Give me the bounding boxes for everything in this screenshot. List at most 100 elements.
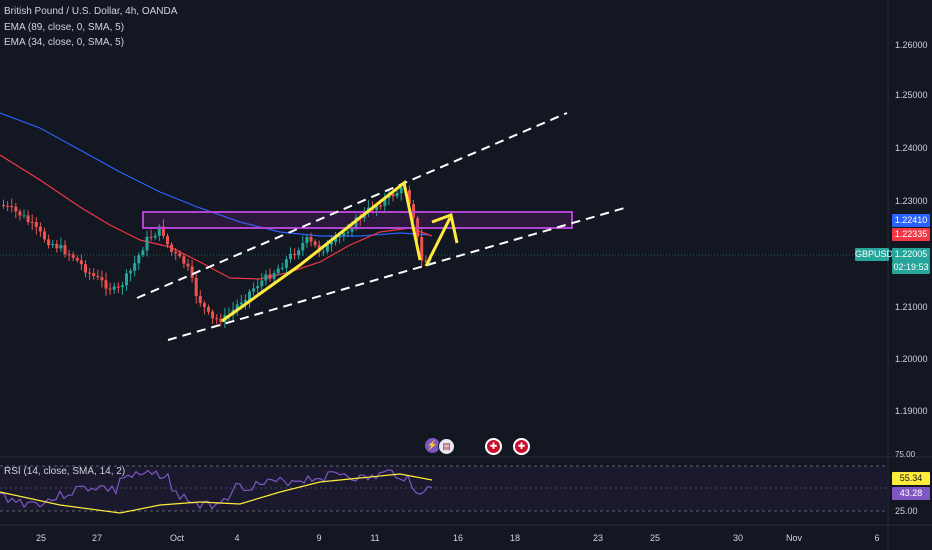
price-label: 1.19000 bbox=[895, 406, 928, 416]
candle-body bbox=[264, 274, 268, 281]
rsi-legend[interactable]: RSI (14, close, SMA, 14, 2) bbox=[4, 466, 126, 477]
time-label: 27 bbox=[91, 533, 103, 543]
candle-body bbox=[424, 260, 428, 262]
price-path-drawing[interactable] bbox=[221, 180, 422, 323]
price-label: 1.23000 bbox=[895, 196, 928, 206]
candle-body bbox=[202, 303, 206, 308]
candle-body bbox=[129, 270, 133, 274]
candle-body bbox=[243, 300, 247, 303]
candle-body bbox=[268, 274, 272, 279]
candle-countdown-tag: 02:19:53 bbox=[892, 261, 930, 274]
candle-body bbox=[383, 198, 387, 206]
candle-body bbox=[166, 235, 169, 245]
rsi-value-tag: 43.28 bbox=[892, 487, 930, 500]
uk-flag-icon[interactable]: ✚ bbox=[513, 438, 530, 455]
us-flag-icon[interactable]: ▤ bbox=[438, 438, 455, 455]
channel-lower-trendline[interactable] bbox=[167, 206, 629, 341]
price-label: 1.21000 bbox=[895, 302, 928, 312]
channel-upper-trendline[interactable] bbox=[136, 112, 568, 299]
time-label: 4 bbox=[234, 533, 240, 543]
price-label: 1.20000 bbox=[895, 354, 928, 364]
candle-body bbox=[219, 318, 223, 323]
candle-body bbox=[260, 280, 264, 287]
candle-body bbox=[88, 272, 92, 274]
candle-body bbox=[174, 251, 178, 254]
candle-body bbox=[18, 211, 22, 216]
candle-body bbox=[38, 226, 42, 232]
candle-body bbox=[297, 250, 301, 256]
candle-body bbox=[194, 277, 198, 297]
rsi-band bbox=[0, 466, 888, 511]
rsi-axis-label: 25.00 bbox=[895, 506, 918, 516]
candle-body bbox=[79, 260, 83, 265]
candle-body bbox=[346, 231, 350, 233]
lightning-icon[interactable]: ⚡ bbox=[425, 438, 440, 453]
candle-body bbox=[149, 236, 153, 238]
candle-body bbox=[92, 273, 96, 277]
price-tag-upper: 1.22410 bbox=[892, 214, 930, 227]
candle-body bbox=[170, 244, 174, 252]
candle-body bbox=[256, 286, 260, 289]
candle-body bbox=[321, 251, 325, 253]
ema-89-legend[interactable]: EMA (89, close, 0, SMA, 5) bbox=[4, 22, 125, 33]
candle-body bbox=[112, 286, 116, 290]
time-label: Nov bbox=[785, 533, 803, 543]
time-label: 23 bbox=[592, 533, 604, 543]
candle-body bbox=[137, 255, 141, 264]
candle-body bbox=[235, 304, 239, 310]
candle-body bbox=[391, 193, 395, 197]
price-label: 1.24000 bbox=[895, 143, 928, 153]
candle-body bbox=[84, 264, 87, 273]
candle-body bbox=[116, 286, 120, 288]
candle-body bbox=[239, 302, 243, 305]
uk-flag-icon[interactable]: ✚ bbox=[485, 438, 502, 455]
ema-34-legend[interactable]: EMA (34, close, 0, SMA, 5) bbox=[4, 37, 125, 48]
candle-body bbox=[309, 236, 313, 242]
candle-body bbox=[51, 244, 55, 246]
chart-title[interactable]: British Pound / U.S. Dollar, 4h, OANDA bbox=[4, 6, 178, 17]
candlesticks bbox=[2, 179, 432, 328]
candle-body bbox=[211, 311, 215, 319]
time-label: 6 bbox=[874, 533, 880, 543]
candle-body bbox=[59, 245, 63, 249]
time-label: 25 bbox=[35, 533, 47, 543]
candle-body bbox=[161, 226, 165, 236]
rsi-line bbox=[0, 469, 433, 510]
candle-body bbox=[178, 253, 182, 257]
projection-arrow-head bbox=[431, 212, 459, 244]
candle-body bbox=[284, 259, 288, 268]
candle-body bbox=[71, 254, 75, 258]
candle-body bbox=[120, 285, 124, 288]
candle-body bbox=[141, 250, 145, 256]
candle-body bbox=[407, 190, 411, 205]
rsi-ma-tag: 55.34 bbox=[892, 472, 930, 485]
candle-body bbox=[108, 288, 112, 290]
candle-body bbox=[379, 205, 383, 207]
candle-body bbox=[395, 193, 399, 197]
candle-body bbox=[6, 205, 10, 207]
candle-body bbox=[157, 226, 161, 236]
time-label: 11 bbox=[370, 533, 380, 543]
candle-body bbox=[313, 241, 317, 246]
candle-body bbox=[207, 307, 210, 312]
time-label: 9 bbox=[316, 533, 322, 543]
candle-body bbox=[334, 237, 338, 243]
candle-body bbox=[186, 263, 190, 267]
last-price-tag: 1.22005 bbox=[892, 248, 930, 261]
time-label: 25 bbox=[649, 533, 661, 543]
candle-body bbox=[104, 280, 108, 289]
price-tag-lower: 1.22335 bbox=[892, 228, 930, 241]
ema-89-line bbox=[0, 112, 431, 237]
candle-body bbox=[305, 236, 309, 244]
candle-body bbox=[198, 296, 202, 304]
candle-body bbox=[133, 263, 137, 271]
candle-body bbox=[350, 228, 354, 232]
projection-arrow[interactable] bbox=[424, 217, 452, 267]
price-label: 1.26000 bbox=[895, 40, 928, 50]
candle-body bbox=[34, 222, 38, 227]
time-label: Oct bbox=[169, 533, 185, 543]
candle-body bbox=[22, 215, 26, 217]
symbol-tag: GBPUSD bbox=[855, 248, 894, 261]
